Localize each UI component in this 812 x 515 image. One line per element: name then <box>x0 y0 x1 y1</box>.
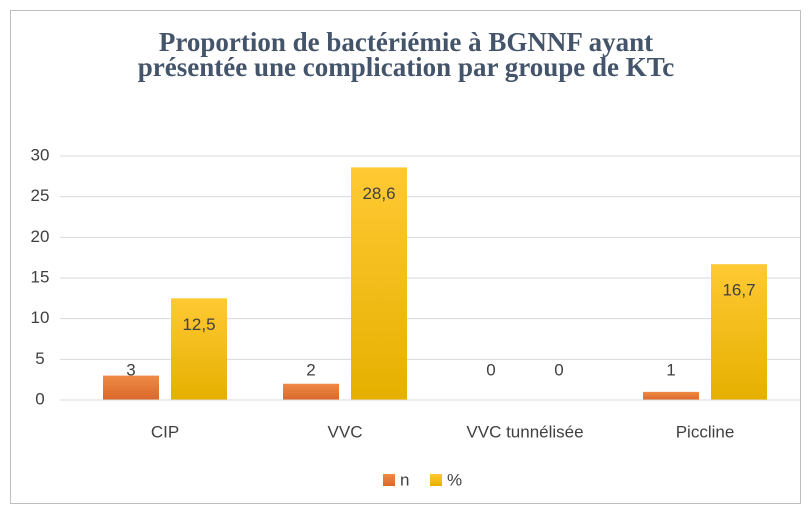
legend-label: % <box>447 470 462 489</box>
y-tick-label: 0 <box>35 389 44 408</box>
x-tick-label: VVC <box>328 422 363 441</box>
y-tick-label: 10 <box>31 308 50 327</box>
data-label: 16,7 <box>722 281 755 300</box>
data-label: 0 <box>486 360 495 379</box>
y-tick-label: 5 <box>35 349 44 368</box>
bar <box>171 298 227 400</box>
legend-swatch <box>383 474 395 486</box>
x-tick-label: Piccline <box>676 422 735 441</box>
chart-border <box>10 10 801 504</box>
bar <box>351 167 407 400</box>
data-label: 28,6 <box>362 184 395 203</box>
bar <box>283 383 339 400</box>
x-tick-label: CIP <box>151 422 179 441</box>
y-tick-label: 25 <box>31 186 50 205</box>
data-label: 2 <box>306 360 315 379</box>
bar <box>103 375 159 400</box>
x-tick-label: VVC tunnélisée <box>466 422 583 441</box>
legend-swatch <box>430 474 442 486</box>
bar <box>711 264 767 400</box>
title-box: Proportion de bactériémie à BGNNF ayant … <box>0 27 812 82</box>
legend-label: n <box>400 470 409 489</box>
bar <box>643 391 699 400</box>
y-tick-label: 15 <box>31 267 50 286</box>
y-tick-label: 20 <box>31 227 50 246</box>
chart-title: Proportion de bactériémie à BGNNF ayant … <box>137 27 675 82</box>
data-label: 3 <box>126 360 135 379</box>
data-label: 1 <box>666 360 675 379</box>
data-label: 12,5 <box>182 315 215 334</box>
data-label: 0 <box>554 360 563 379</box>
y-tick-label: 30 <box>31 145 50 164</box>
